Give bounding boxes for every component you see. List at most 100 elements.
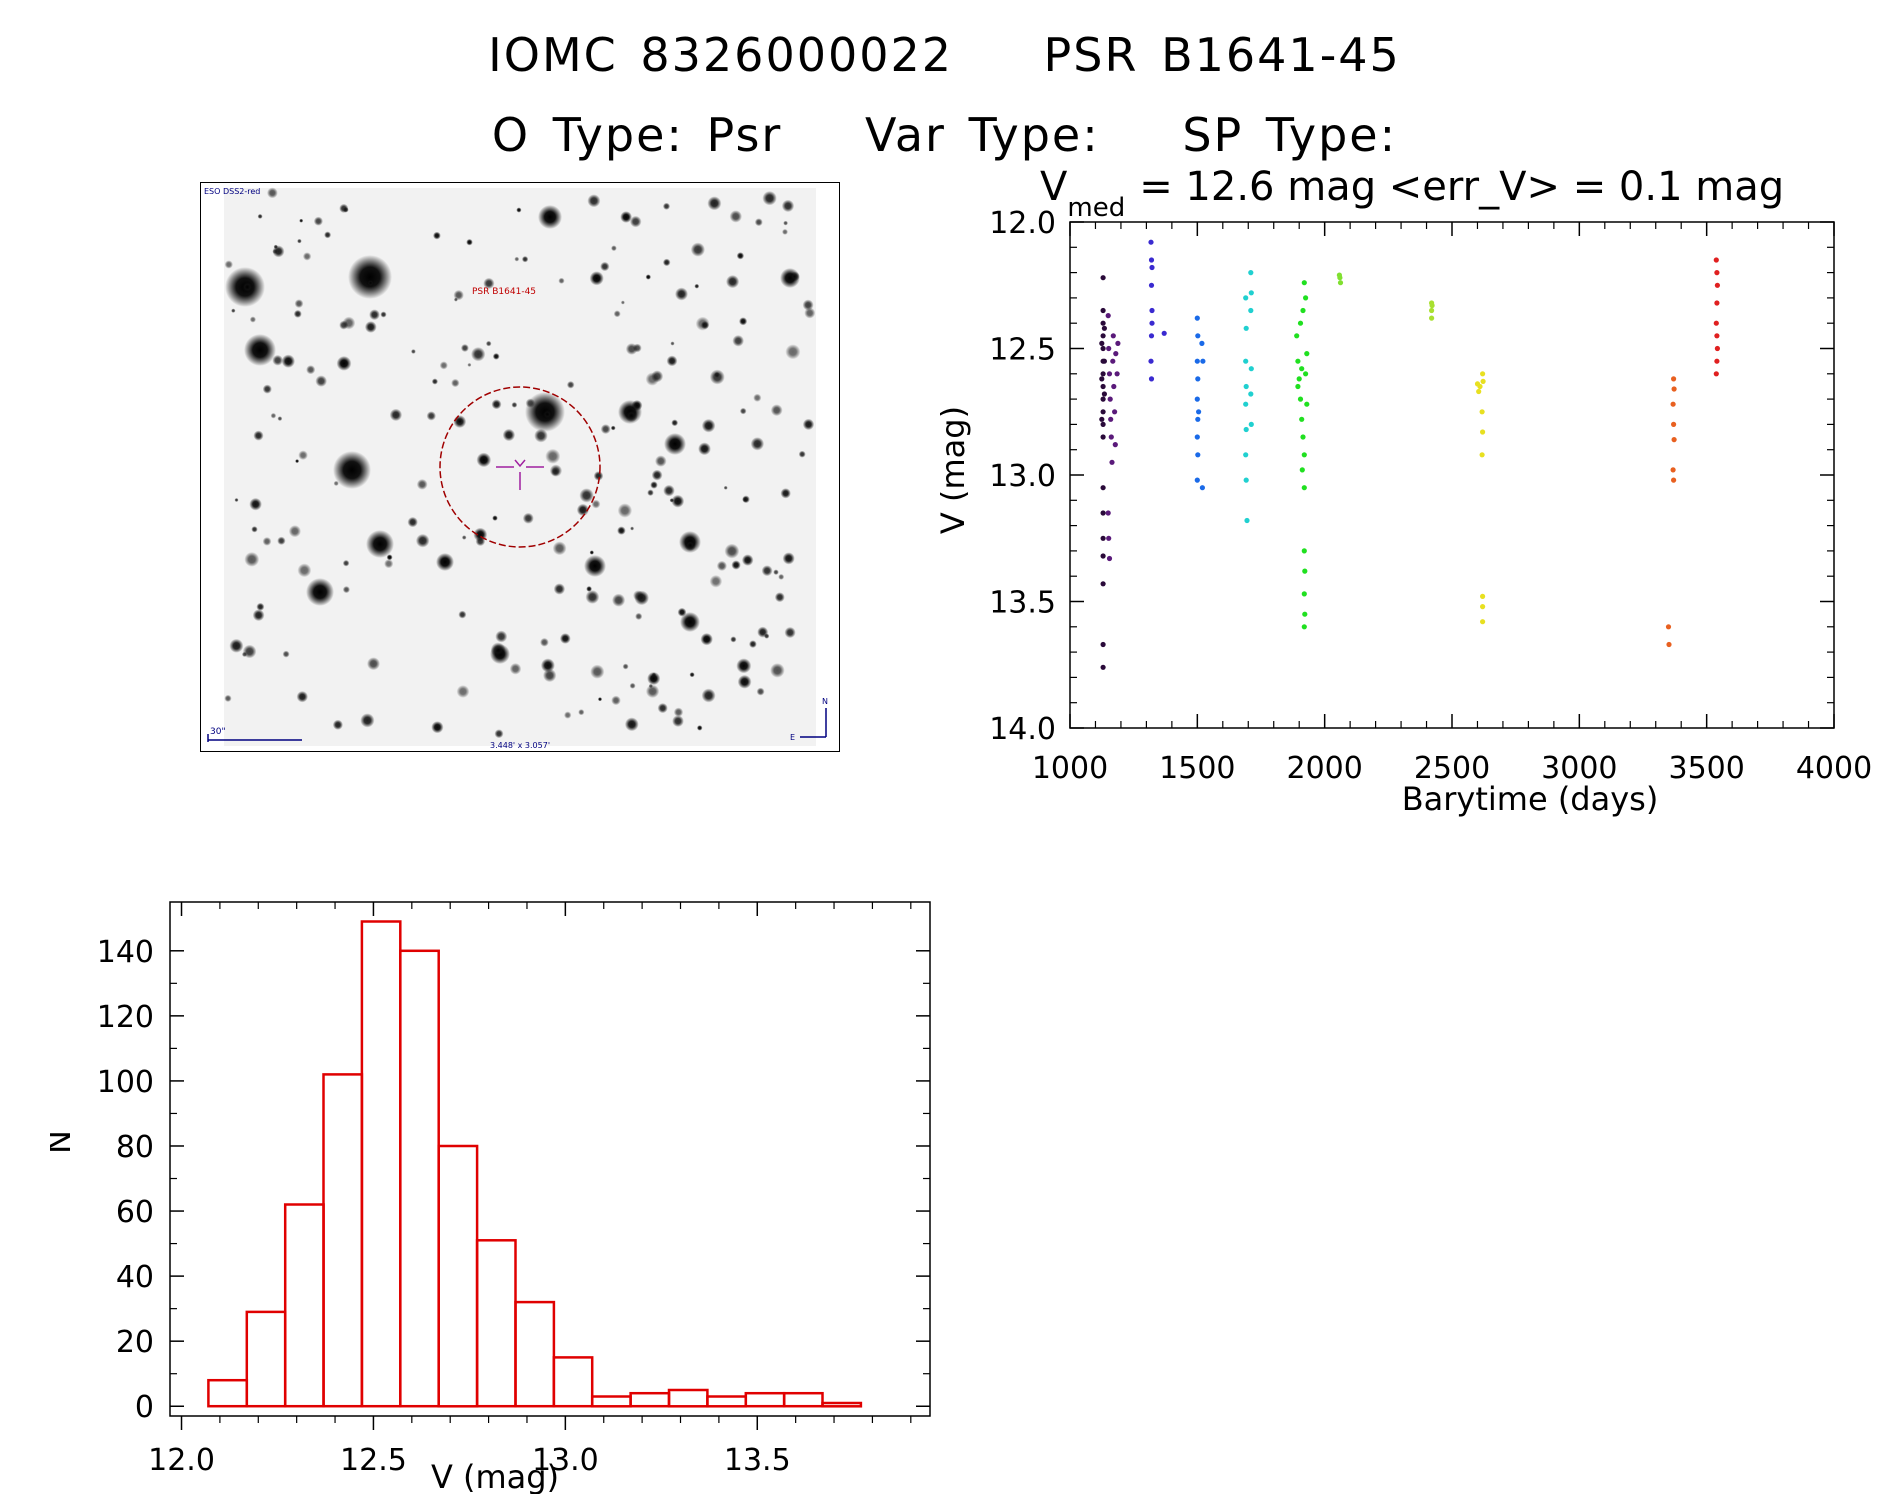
lc-point <box>1099 376 1105 382</box>
lc-point <box>1244 517 1250 524</box>
star <box>242 644 257 659</box>
lc-point <box>1480 378 1486 384</box>
star <box>798 450 806 458</box>
lc-point <box>1671 477 1677 483</box>
star <box>492 515 498 521</box>
star <box>689 672 695 678</box>
star <box>540 637 549 647</box>
lc-point <box>1671 437 1677 443</box>
lc-point <box>1195 376 1201 382</box>
lc-point <box>1100 510 1106 516</box>
star <box>313 216 323 226</box>
star <box>252 609 265 622</box>
star <box>364 321 377 333</box>
star <box>436 553 454 571</box>
star <box>324 231 332 239</box>
lc-frame <box>1069 221 1835 729</box>
lc-point <box>1243 452 1249 458</box>
star <box>770 663 785 678</box>
hist-bar <box>514 1300 556 1408</box>
lc-point <box>1100 345 1106 352</box>
lc-point <box>1100 535 1106 541</box>
star <box>306 365 316 375</box>
lc-point <box>1195 452 1201 458</box>
lc-point <box>1480 593 1486 599</box>
star <box>451 378 460 388</box>
lc-point <box>1480 429 1486 435</box>
star <box>525 398 535 408</box>
star <box>587 194 601 208</box>
star <box>590 664 605 679</box>
lc-point <box>1148 358 1154 364</box>
lc-point <box>1248 366 1254 372</box>
lc-point <box>1161 330 1167 336</box>
star <box>672 715 684 727</box>
lc-point <box>1114 371 1120 377</box>
hist-bar <box>475 1239 517 1408</box>
lc-point <box>1336 272 1342 278</box>
lc-point <box>1296 376 1302 382</box>
star <box>701 688 716 703</box>
star <box>610 425 616 431</box>
star <box>597 697 603 702</box>
lc-y-tick-label: 13.5 <box>989 586 1056 621</box>
lc-x-tick-label: 3500 <box>1668 751 1744 786</box>
crosshair-marker <box>514 459 526 468</box>
lc-y-tick-label: 12.0 <box>989 206 1056 241</box>
star <box>540 658 555 673</box>
star <box>611 695 621 706</box>
lc-point <box>1194 434 1200 440</box>
star <box>663 484 675 497</box>
lc-point <box>1480 619 1486 625</box>
star <box>262 537 272 546</box>
lc-point <box>1243 295 1249 301</box>
star <box>415 533 430 548</box>
hist-bar <box>283 1203 325 1408</box>
star <box>282 650 290 658</box>
hist-bar <box>821 1401 863 1408</box>
star <box>564 711 572 719</box>
lc-point <box>1295 383 1301 390</box>
hist-bar <box>667 1388 709 1408</box>
star <box>224 260 233 269</box>
star <box>651 469 663 481</box>
star <box>753 393 762 402</box>
lc-title-sub: med <box>1067 193 1125 223</box>
lc-point <box>1714 300 1720 306</box>
hist-y-tick-label: 20 <box>116 1325 154 1360</box>
lc-point <box>1110 333 1116 339</box>
hist-y-tick-label: 100 <box>97 1065 154 1100</box>
star <box>509 663 522 675</box>
lc-point <box>1200 358 1206 364</box>
lc-plot-area: 1000 1500 2000 2500 3000 3500 4000 12.0 12.5 13.0… <box>989 206 1872 786</box>
finding-chart: PSR B1641-45 ESO DSS2-red 30" 3.448' x 3… <box>200 182 840 752</box>
star <box>367 657 380 671</box>
hist-y-tick-label: 60 <box>116 1195 154 1230</box>
star <box>241 280 254 294</box>
star <box>620 300 625 305</box>
star <box>306 578 334 606</box>
lc-point <box>1480 604 1486 610</box>
star <box>467 362 472 367</box>
lc-point <box>1194 358 1200 364</box>
lc-point <box>1113 351 1119 357</box>
star <box>333 451 371 489</box>
lc-point <box>1299 467 1305 473</box>
lc-point <box>1665 624 1672 630</box>
star <box>296 691 308 703</box>
star <box>293 309 302 318</box>
lc-title-v: V <box>1040 170 1068 210</box>
star <box>456 685 470 698</box>
star <box>302 252 312 261</box>
lc-point <box>1108 416 1114 422</box>
star <box>662 202 671 210</box>
lc-series <box>1194 315 1206 491</box>
star <box>298 450 308 461</box>
star <box>647 489 654 497</box>
lc-point <box>1302 568 1308 574</box>
star <box>333 480 339 486</box>
star-field <box>224 187 816 739</box>
star <box>698 442 711 456</box>
lc-point <box>1106 371 1113 377</box>
lc-point <box>1149 264 1155 271</box>
